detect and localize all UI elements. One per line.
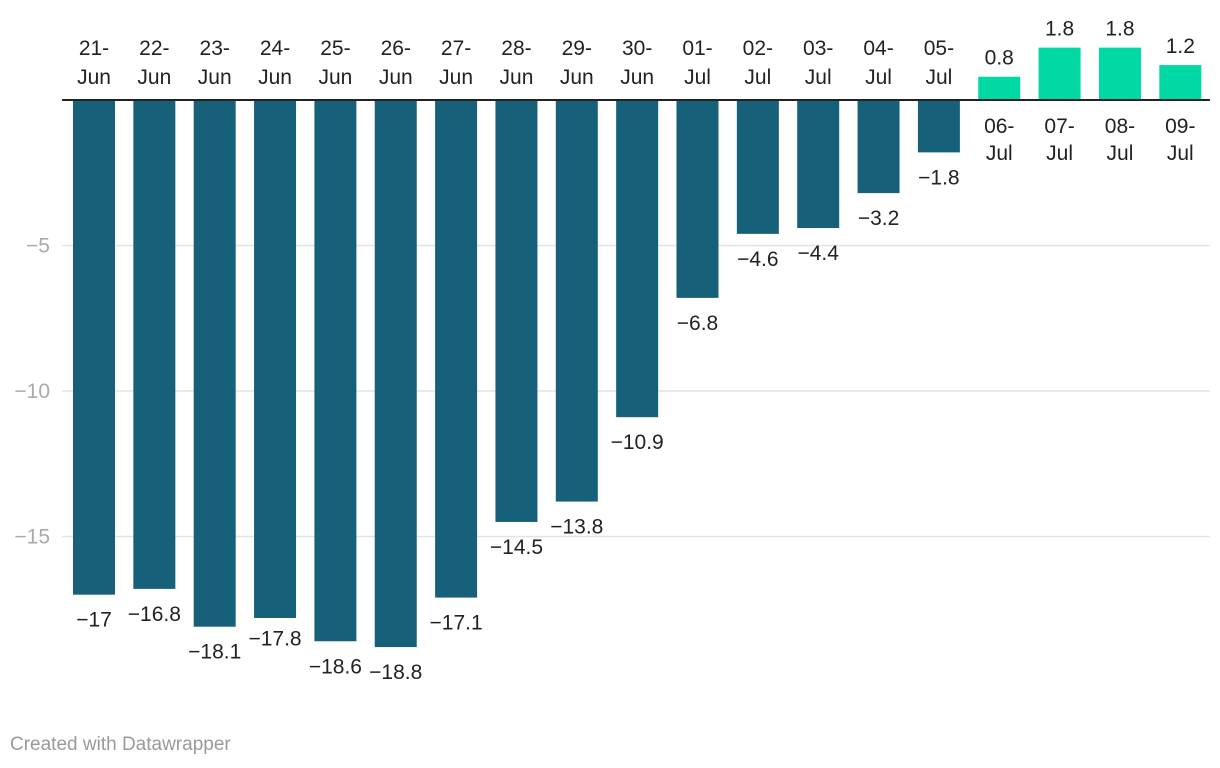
x-category-label: 22- [139, 37, 169, 60]
data-label: 1.8 [1105, 18, 1134, 41]
bar [435, 100, 478, 598]
data-label: −14.5 [490, 536, 543, 559]
x-category-label: 03- [803, 37, 833, 60]
data-label: −4.6 [737, 248, 778, 271]
data-label: 1.2 [1166, 35, 1195, 58]
data-label: −4.4 [797, 242, 839, 265]
data-label: −13.8 [550, 516, 603, 539]
data-label: −17 [76, 609, 112, 632]
x-category-label: Jul [805, 66, 832, 89]
bar [495, 100, 538, 522]
bar [676, 100, 719, 298]
x-category-label: 07- [1044, 115, 1074, 138]
x-category-label: Jul [925, 66, 952, 89]
x-category-label: Jun [560, 66, 594, 89]
bar [978, 76, 1021, 100]
x-category-label: 26- [381, 37, 411, 60]
data-label: −16.8 [128, 603, 181, 626]
x-category-label: 02- [743, 37, 773, 60]
x-category-label: 01- [682, 37, 712, 60]
data-label: −18.8 [369, 661, 422, 684]
bar [736, 100, 779, 234]
x-category-label: 06- [984, 115, 1014, 138]
bar [314, 100, 357, 642]
x-category-label: Jul [1107, 142, 1134, 165]
bar [73, 100, 115, 595]
x-category-label: Jun [137, 66, 171, 89]
bar [797, 100, 840, 229]
x-category-label: 08- [1105, 115, 1135, 138]
bar [1159, 65, 1202, 100]
bar [133, 100, 176, 589]
data-label: −10.9 [611, 431, 664, 454]
x-category-label: Jun [500, 66, 534, 89]
x-category-label: 24- [260, 37, 290, 60]
bar [254, 100, 297, 618]
data-label: −18.6 [309, 655, 362, 678]
data-label: −17.8 [248, 628, 301, 651]
data-label: −18.1 [188, 641, 241, 664]
bar [1098, 47, 1141, 100]
x-category-label: 29- [562, 37, 592, 60]
x-category-label: 27- [441, 37, 471, 60]
x-category-label: Jul [865, 66, 892, 89]
x-category-label: Jul [744, 66, 771, 89]
data-label: 0.8 [985, 47, 1014, 70]
bar [917, 100, 960, 153]
x-category-label: 23- [200, 37, 230, 60]
x-category-label: Jun [620, 66, 654, 89]
x-category-label: 30- [622, 37, 652, 60]
x-category-label: 05- [924, 37, 954, 60]
bar [374, 100, 417, 648]
y-tick-label: −10 [14, 380, 50, 403]
x-category-label: Jun [379, 66, 413, 89]
x-category-label: Jul [1167, 142, 1194, 165]
data-label: −6.8 [677, 312, 718, 335]
bar [857, 100, 900, 194]
data-label: −1.8 [918, 166, 959, 189]
x-category-label: 21- [79, 37, 109, 60]
bar-chart: −15 −10 −5 21- Jun −17 22- Jun −16.8 23- Jun −18.1 2… [14, 18, 1210, 684]
x-category-label: Jul [986, 142, 1013, 165]
data-label: −3.2 [858, 207, 899, 230]
chart-container: −15 −10 −5 21- Jun −17 22- Jun −16.8 23- Jun −18.1 2… [14, 18, 1210, 684]
x-category-label: Jun [198, 66, 232, 89]
y-tick-label: −15 [14, 526, 50, 549]
x-category-label: Jul [1046, 142, 1073, 165]
x-category-label: Jul [684, 66, 711, 89]
bar [1038, 47, 1081, 100]
x-category-label: 28- [501, 37, 531, 60]
bar [616, 100, 659, 418]
data-label: −17.1 [430, 612, 483, 635]
bar [555, 100, 598, 502]
credit-text[interactable]: Created with Datawrapper [10, 734, 231, 755]
x-category-label: Jun [258, 66, 292, 89]
y-tick-label: −5 [26, 235, 50, 258]
x-category-label: 25- [320, 37, 350, 60]
x-category-label: 09- [1165, 115, 1195, 138]
x-category-label: Jun [77, 66, 111, 89]
x-category-label: Jun [318, 66, 352, 89]
x-category-label: 04- [863, 37, 893, 60]
x-category-label: Jun [439, 66, 473, 89]
bar [193, 100, 236, 627]
data-label: 1.8 [1045, 18, 1074, 41]
